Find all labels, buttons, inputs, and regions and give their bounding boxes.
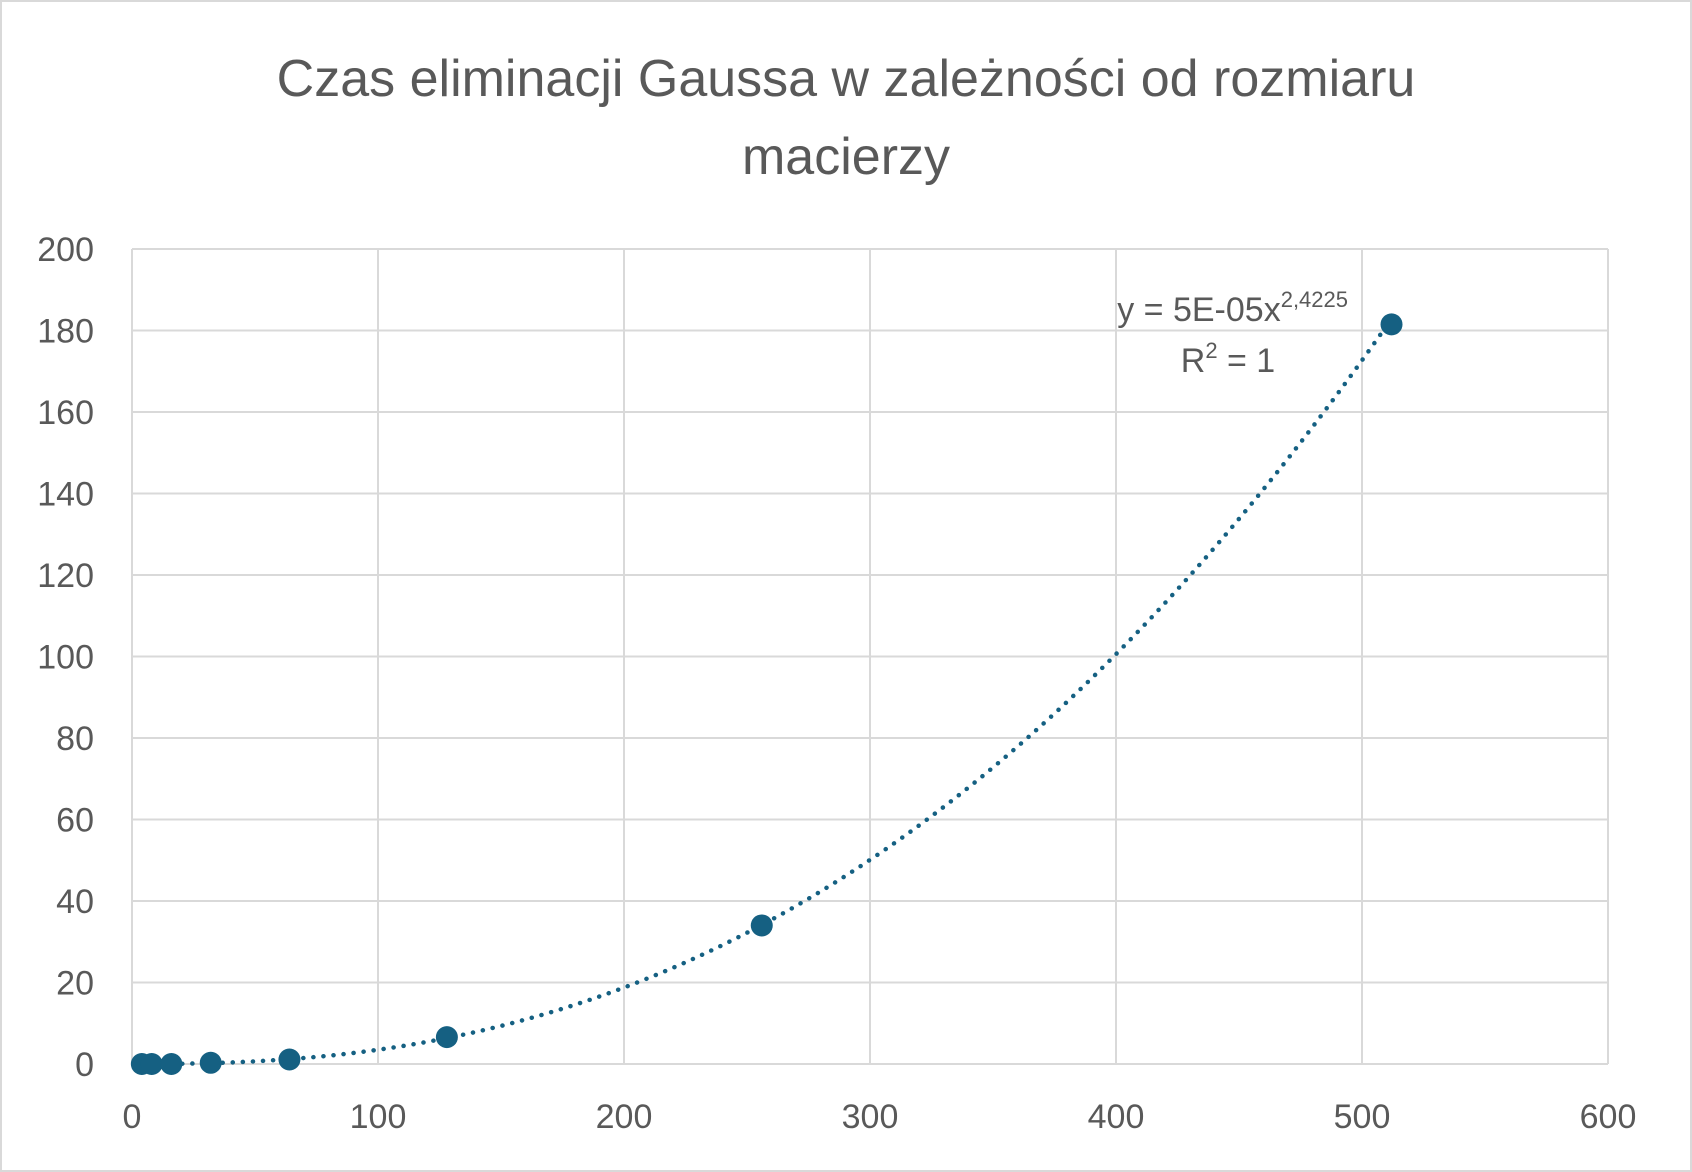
x-tick-label-2: 200 [596,1098,653,1136]
y-tick-label-5: 100 [37,639,94,677]
data-point-5 [435,1026,458,1049]
y-tick-label-4: 80 [56,720,94,758]
data-point-2 [160,1053,183,1075]
x-axis-tick-labels: 0 100 200 300 400 500 600 [123,1098,1637,1136]
x-tick-label-1: 100 [350,1098,407,1136]
trendline-r2-exponent: 2 [1205,338,1217,363]
trendline-r2-value: = 1 [1218,342,1276,380]
data-point-3 [199,1051,222,1074]
trendline-equation-base: y = 5E-05x [1117,291,1280,329]
chart-title-line-1: Czas eliminacji Gaussa w zależności od r… [277,50,1416,108]
data-point-4 [278,1048,301,1071]
y-tick-label-8: 160 [37,394,94,432]
trendline-r-squared: R2 = 1 [1181,338,1275,380]
y-tick-label-2: 40 [56,883,94,921]
data-point-7 [1380,313,1403,336]
x-tick-label-0: 0 [123,1098,142,1136]
trendline-r2-base: R [1181,342,1206,380]
y-tick-label-0: 0 [75,1046,94,1084]
y-axis-tick-labels: 0 20 40 60 80 100 120 140 160 180 200 [37,231,94,1084]
y-tick-label-10: 200 [37,231,94,269]
y-tick-label-1: 20 [56,965,94,1003]
x-tick-label-3: 300 [842,1098,899,1136]
chart-title-line-2: macierzy [742,128,950,186]
data-point-6 [750,914,773,937]
y-tick-label-6: 120 [37,557,94,595]
x-tick-label-6: 600 [1580,1098,1637,1136]
data-points [130,313,1403,1075]
trendline-label: y = 5E-05x2,4225 R2 = 1 [1117,287,1348,380]
data-point-1 [140,1053,163,1075]
trendline-equation: y = 5E-05x2,4225 [1117,287,1348,329]
trendline-equation-exponent: 2,4225 [1281,287,1348,312]
y-tick-label-9: 180 [37,313,94,351]
x-tick-label-4: 400 [1088,1098,1145,1136]
x-tick-label-5: 500 [1334,1098,1391,1136]
y-tick-label-7: 140 [37,476,94,514]
y-tick-label-3: 60 [56,802,94,840]
grid-lines [131,248,1609,1065]
